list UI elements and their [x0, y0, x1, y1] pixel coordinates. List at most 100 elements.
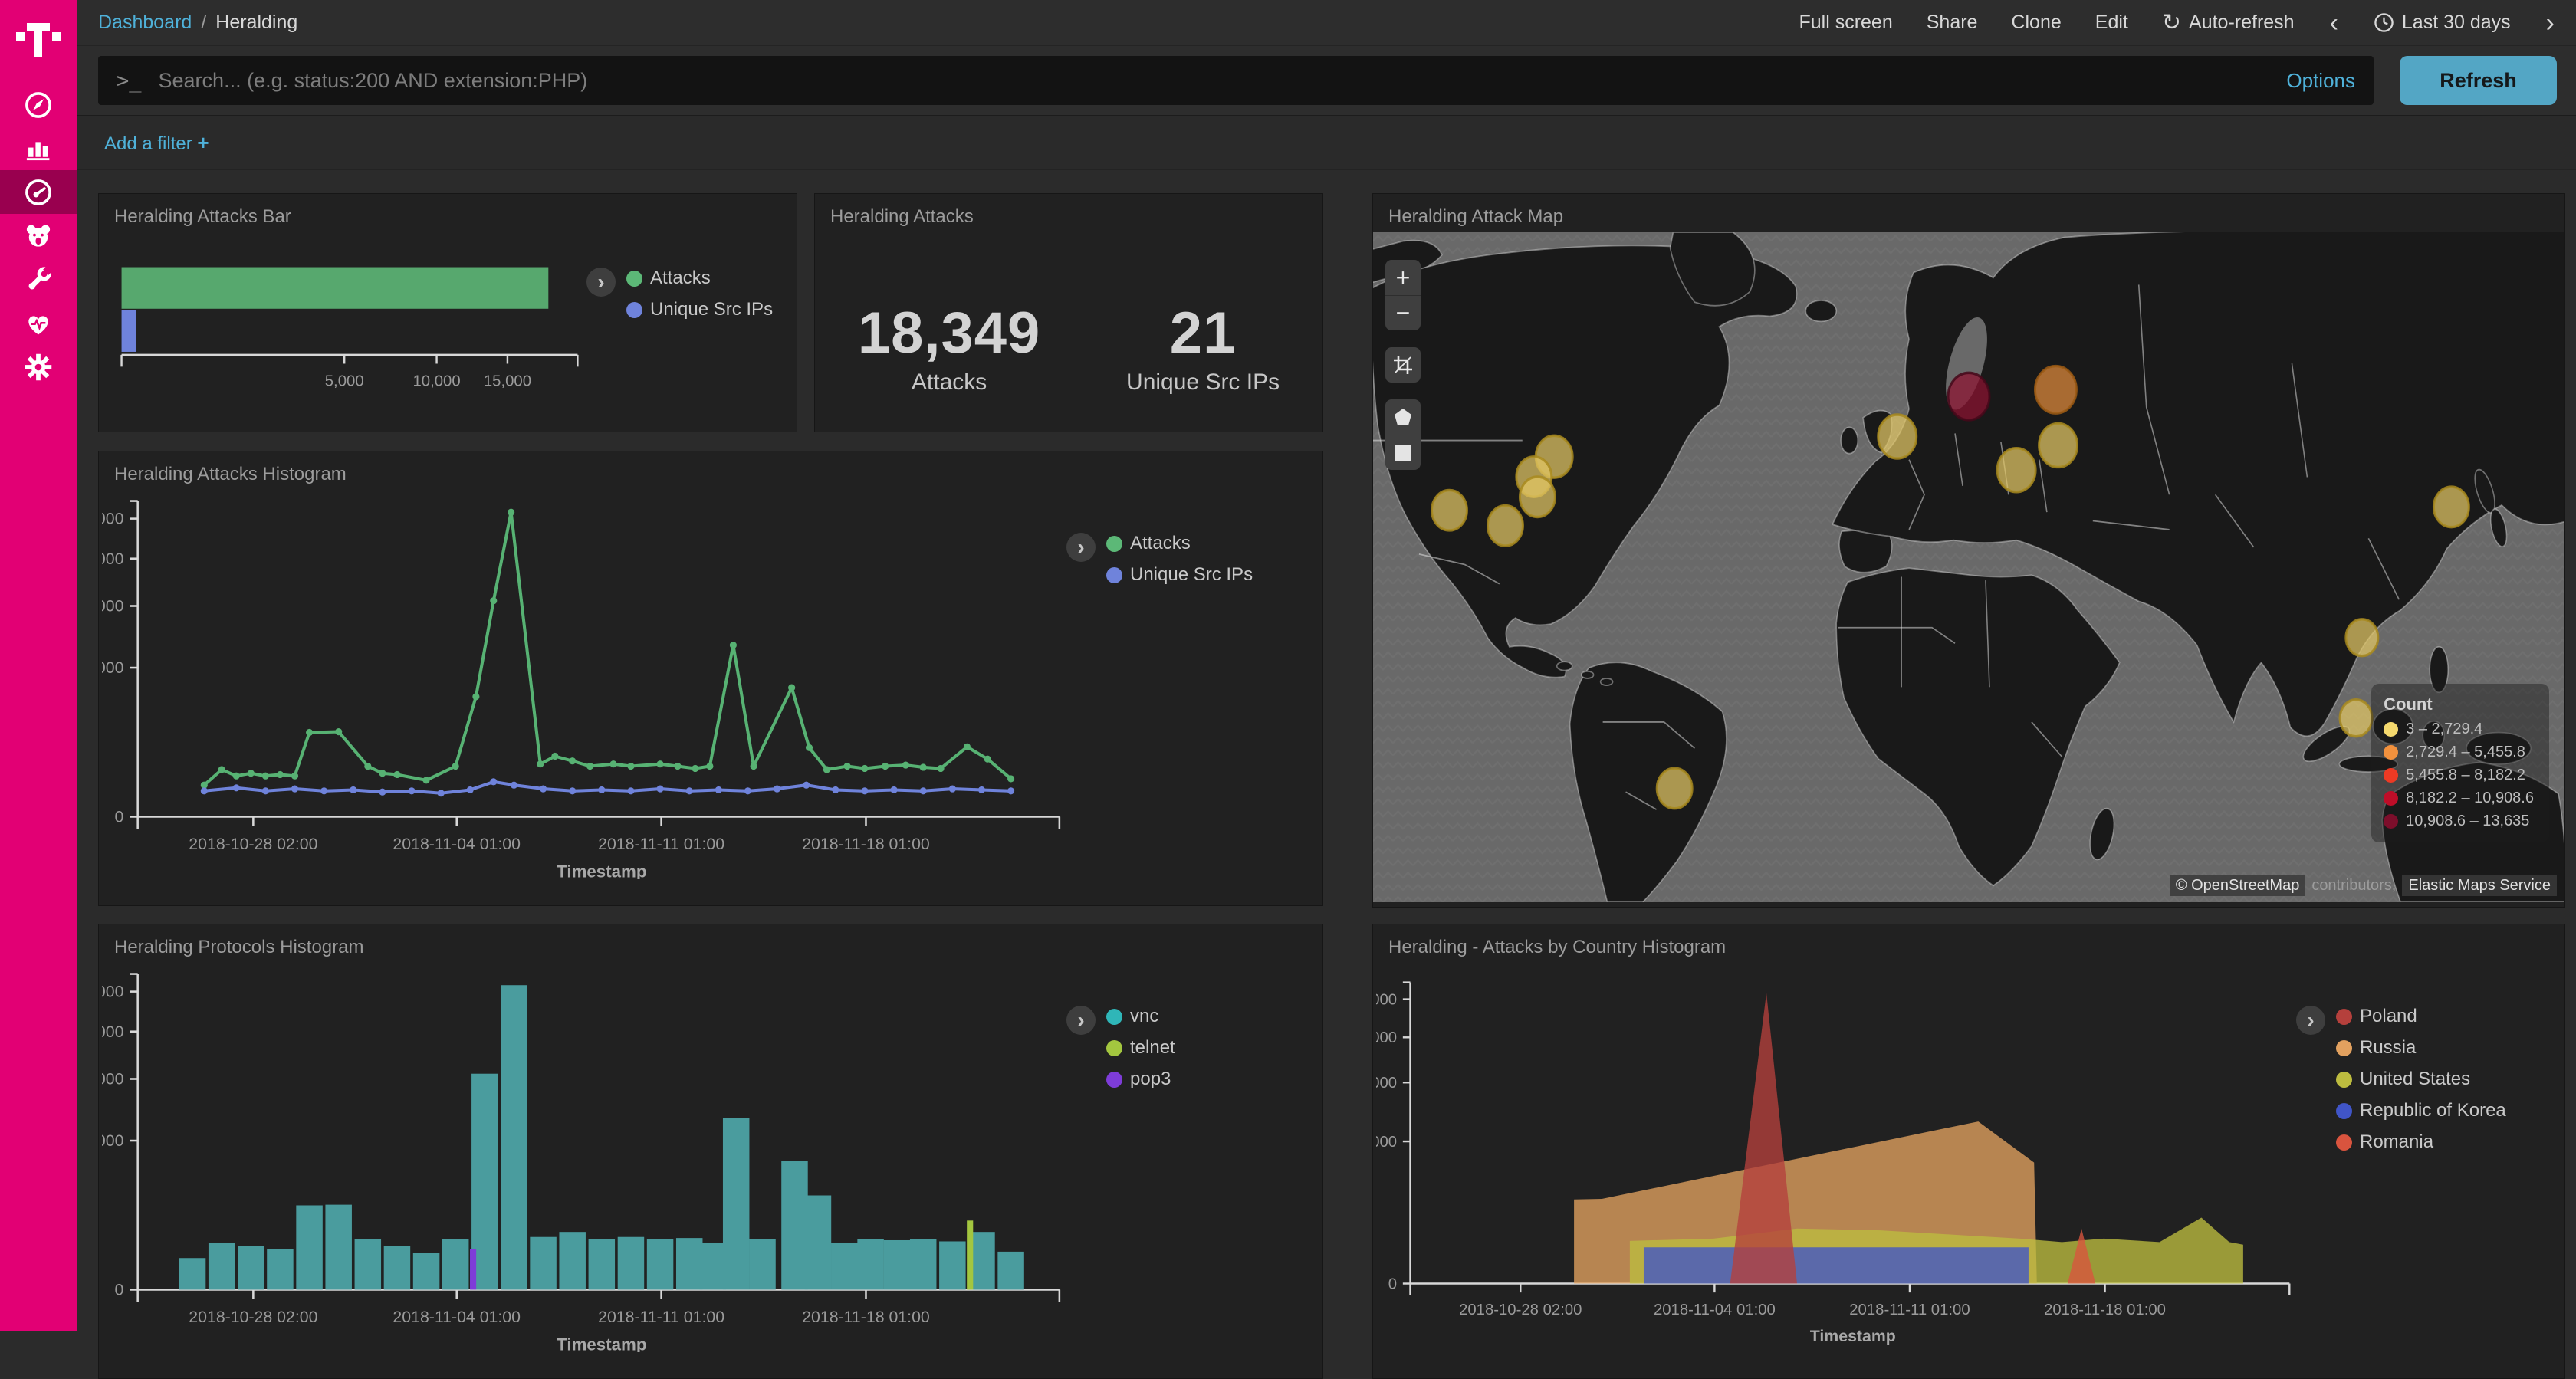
map-canvas[interactable] — [1373, 232, 2564, 902]
sidebar-item-monitoring[interactable] — [0, 301, 77, 345]
legend-toggle[interactable]: › — [1066, 533, 1096, 562]
panel-title[interactable]: Heralding Attacks Bar — [114, 206, 291, 227]
map-draw-polygon-button[interactable] — [1385, 399, 1421, 435]
panel-title[interactable]: Heralding - Attacks by Country Histogram — [1388, 937, 1727, 957]
legend-dot — [626, 270, 642, 287]
sidebar-item-dev-tools[interactable] — [0, 258, 77, 301]
query-options-link[interactable]: Options — [2286, 68, 2355, 92]
svg-text:Timestamp: Timestamp — [1810, 1327, 1896, 1345]
attacks-bar-chart[interactable]: 5,000 10,000 15,000 — [111, 232, 586, 422]
legend-item-attacks[interactable]: Attacks — [1106, 533, 1253, 554]
map-legend-row: 8,182.2 – 10,908.6 — [2384, 790, 2534, 807]
bar-chart-icon — [26, 141, 50, 160]
svg-text:2018-11-11 01:00: 2018-11-11 01:00 — [1849, 1302, 1970, 1318]
full-screen-button[interactable]: Full screen — [1799, 11, 1893, 33]
svg-text:2,000: 2,000 — [102, 1131, 124, 1150]
legend-item-attacks[interactable]: Attacks — [626, 268, 773, 289]
svg-text:2018-11-18 01:00: 2018-11-18 01:00 — [802, 835, 930, 853]
svg-text:2018-11-04 01:00: 2018-11-04 01:00 — [1654, 1302, 1776, 1318]
svg-text:2018-11-11 01:00: 2018-11-11 01:00 — [598, 835, 724, 853]
bear-icon — [26, 225, 51, 247]
sidebar-item-discover[interactable] — [0, 83, 77, 126]
legend-item-republic-of-korea[interactable]: Republic of Korea — [2336, 1100, 2506, 1121]
attacks-line-chart[interactable]: 0 2,000 4,000 6,000 8,000 2018-10-28 02:00 201… — [102, 490, 1066, 879]
filter-bar: Add a filter + — [77, 115, 2576, 170]
auto-refresh-button[interactable]: ↻ Auto-refresh — [2161, 10, 2295, 35]
t-logo-icon — [16, 23, 61, 57]
attack-bubbles[interactable] — [1431, 364, 2470, 810]
world-map[interactable]: + − — [1373, 232, 2564, 902]
svg-text:8,000: 8,000 — [102, 510, 124, 528]
legend-item-unique-src-ips[interactable]: Unique Src IPs — [1106, 564, 1253, 586]
sidebar-item-management[interactable] — [0, 345, 77, 389]
svg-text:2018-11-04 01:00: 2018-11-04 01:00 — [393, 835, 521, 853]
time-back-button[interactable]: ‹ — [2329, 8, 2338, 38]
svg-text:2018-11-04 01:00: 2018-11-04 01:00 — [393, 1308, 521, 1326]
panel-title[interactable]: Heralding Attacks Histogram — [114, 464, 347, 484]
legend-toggle[interactable]: › — [2296, 1006, 2325, 1035]
panel-country-histogram: Heralding - Attacks by Country Histogram… — [1372, 924, 2565, 1379]
sidebar-item-visualize[interactable] — [0, 126, 77, 170]
map-draw-rectangle-button[interactable] — [1385, 435, 1421, 470]
gauge-icon — [25, 179, 51, 205]
legend-item-unique-src-ips[interactable]: Unique Src IPs — [626, 299, 773, 320]
panel-title[interactable]: Heralding Protocols Histogram — [114, 937, 364, 957]
chart-legend: › Attacks Unique Src IPs — [1066, 533, 1253, 879]
legend-item-romania[interactable]: Romania — [2336, 1131, 2506, 1153]
map-legend: Count 3 – 2,729.4 2,729.4 – 5,455.8 5,45… — [2371, 684, 2549, 842]
edit-button[interactable]: Edit — [2095, 11, 2128, 33]
refresh-arrow-icon: ↻ — [2161, 10, 2182, 35]
panel-title[interactable]: Heralding Attacks — [830, 206, 974, 227]
share-button[interactable]: Share — [1926, 11, 1978, 33]
legend-dot — [2384, 791, 2399, 806]
svg-text:2018-10-28 02:00: 2018-10-28 02:00 — [189, 835, 317, 853]
legend-item-pop3[interactable]: pop3 — [1106, 1069, 1175, 1090]
sidebar-nav — [0, 83, 77, 389]
metric-value: 21 — [1169, 300, 1237, 366]
search-input[interactable] — [158, 68, 2273, 93]
breadcrumb-dashboard-link[interactable]: Dashboard — [98, 11, 192, 33]
add-filter-link[interactable]: Add a filter + — [104, 130, 209, 154]
breadcrumb: Dashboard / Heralding — [98, 11, 297, 34]
refresh-button[interactable]: Refresh — [2400, 56, 2557, 105]
clone-button[interactable]: Clone — [2011, 11, 2062, 33]
svg-text:2,000: 2,000 — [102, 658, 124, 677]
sidebar-item-apm[interactable] — [0, 214, 77, 258]
legend-item-telnet[interactable]: telnet — [1106, 1037, 1175, 1059]
time-range-picker[interactable]: Last 30 days — [2374, 11, 2511, 34]
legend-item-poland[interactable]: Poland — [2336, 1006, 2506, 1027]
protocols-bar-chart[interactable]: 0 2,000 4,000 6,000 8,000 2018-10-28 02:00 201… — [102, 963, 1066, 1352]
country-area-chart[interactable]: 0 2,000 4,000 6,000 8,000 2018-10-28 02:00 201… — [1376, 963, 2296, 1352]
clock-icon — [2374, 13, 2394, 32]
legend-item-vnc[interactable]: vnc — [1106, 1006, 1175, 1027]
legend-dot — [1106, 566, 1122, 583]
map-zoom-in-button[interactable]: + — [1395, 263, 1411, 291]
panel-attacks-metric: Heralding Attacks 18,349 Attacks 21 Uniq… — [814, 193, 1323, 432]
svg-text:2018-10-28 02:00: 2018-10-28 02:00 — [189, 1308, 317, 1326]
legend-dot — [626, 301, 642, 318]
panel-title[interactable]: Heralding Attack Map — [1388, 206, 1564, 227]
map-fit-bounds-button[interactable] — [1385, 347, 1421, 383]
gear-icon — [25, 353, 52, 380]
legend-dot — [2336, 1039, 2352, 1056]
elastic-maps-service-link[interactable]: Elastic Maps Service — [2402, 875, 2557, 896]
t-mobile-logo[interactable] — [0, 0, 77, 69]
legend-item-united-states[interactable]: United States — [2336, 1069, 2506, 1090]
legend-dot — [2336, 1008, 2352, 1025]
legend-item-russia[interactable]: Russia — [2336, 1037, 2506, 1059]
legend-toggle[interactable]: › — [586, 268, 616, 297]
openstreetmap-link[interactable]: © OpenStreetMap — [2169, 875, 2306, 896]
map-zoom-out-button[interactable]: − — [1385, 295, 1421, 330]
svg-text:10,000: 10,000 — [412, 373, 460, 390]
continents — [1373, 232, 2564, 902]
svg-text:6,000: 6,000 — [102, 550, 124, 568]
svg-text:6,000: 6,000 — [1376, 1029, 1397, 1046]
app-sidebar — [0, 0, 77, 1331]
polygon-icon — [1395, 409, 1411, 425]
legend-toggle[interactable]: › — [1066, 1006, 1096, 1035]
legend-dot — [2336, 1102, 2352, 1119]
time-forward-button[interactable]: › — [2545, 8, 2555, 38]
panel-protocols-histogram: Heralding Protocols Histogram 0 2,000 4,00… — [98, 924, 1323, 1379]
sidebar-item-dashboard[interactable] — [0, 170, 77, 214]
map-legend-row: 3 – 2,729.4 — [2384, 721, 2534, 738]
